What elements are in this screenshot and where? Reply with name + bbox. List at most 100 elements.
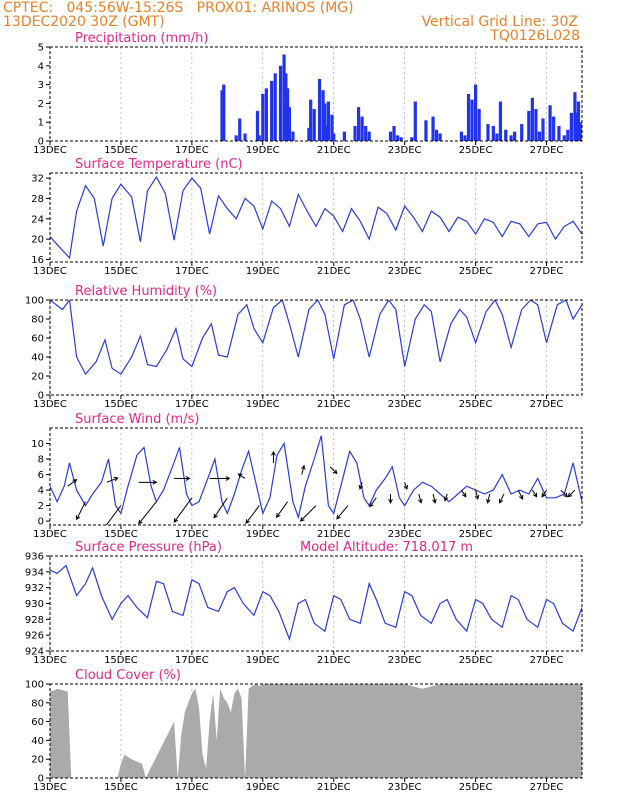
wind-arrowhead <box>462 492 467 498</box>
precip-bar <box>238 118 242 141</box>
precip-bar <box>466 94 471 141</box>
header-model-code: TQ0126L028 <box>490 28 580 44</box>
x-tick-label: 25DEC <box>459 529 493 540</box>
x-tick-label: 13DEC <box>33 782 67 793</box>
wind-vector <box>499 493 505 503</box>
wind-vector <box>173 497 193 523</box>
x-tick-label: 13DEC <box>33 145 67 156</box>
wind-vector <box>245 505 260 524</box>
y-tick-label: 0 <box>38 517 44 528</box>
wind-arrowhead <box>275 513 281 518</box>
wind-vector <box>369 497 377 507</box>
x-tick-label: 27DEC <box>530 529 564 540</box>
wind-vector <box>238 473 246 479</box>
panel-3: 0 2 4 6 8 10 13DEC 15DEC 17DEC 19DEC 21DEC 23DEC 25D… <box>31 412 583 540</box>
series-line <box>50 300 582 376</box>
precip-bar <box>463 135 467 141</box>
panel-title: Surface Temperature (nC) <box>75 157 243 172</box>
precip-bar <box>438 133 442 141</box>
precip-bar <box>498 101 503 141</box>
x-tick-label: 13DEC <box>33 655 67 666</box>
precip-bar <box>527 110 531 141</box>
x-tick-label: 21DEC <box>317 782 351 793</box>
panel-title: Surface Pressure (hPa) <box>75 540 222 555</box>
wind-arrowhead <box>532 492 538 498</box>
precip-bar <box>459 131 464 141</box>
wind-vector <box>517 489 524 500</box>
x-tick-label: 23DEC <box>388 399 422 410</box>
precip-bar <box>495 133 499 141</box>
wind-vector <box>460 489 467 497</box>
wind-arrowhead <box>567 492 573 498</box>
y-tick-label: 20 <box>31 372 44 383</box>
y-tick-label: 8 <box>38 455 44 466</box>
precip-bar <box>504 129 508 141</box>
series-line <box>50 175 582 260</box>
wind-arrowhead <box>541 492 546 498</box>
precip-bar <box>309 99 313 141</box>
precip-bar <box>261 94 265 141</box>
series-0 <box>220 54 582 141</box>
precip-bar <box>270 80 274 141</box>
y-tick-label: 6 <box>38 470 44 481</box>
x-tick-label: 23DEC <box>388 145 422 156</box>
panel-title: Surface Wind (m/s) <box>75 412 199 427</box>
wind-vector <box>560 489 568 498</box>
wind-arrowhead <box>271 450 276 456</box>
wind-arrowhead <box>443 496 449 502</box>
x-tick-label: 17DEC <box>175 145 209 156</box>
x-tick-label: 27DEC <box>530 655 564 666</box>
y-tick-label: 20 <box>31 755 44 766</box>
precip-bar <box>287 107 291 141</box>
wind-arrowhead <box>299 517 305 522</box>
y-tick-label: 4 <box>38 61 44 72</box>
precip-bar <box>413 101 417 141</box>
precip-bar <box>342 131 346 141</box>
x-tick-label: 23DEC <box>388 266 422 277</box>
y-tick-label: 40 <box>31 736 44 747</box>
y-tick-label: 28 <box>31 194 44 205</box>
y-tick-label: 2 <box>38 501 44 512</box>
wind-arrowhead <box>300 464 306 470</box>
precip-bar <box>520 124 524 141</box>
precip-bar <box>284 73 288 141</box>
precip-bar <box>282 54 286 141</box>
precip-bar <box>575 112 579 141</box>
wind-arrowhead <box>388 498 393 504</box>
y-tick-label: 3 <box>38 80 44 91</box>
x-tick-label: 19DEC <box>246 782 280 793</box>
wind-vector <box>475 489 479 500</box>
header-location: 045:56W-15:26S <box>66 0 184 16</box>
wind-vector <box>336 505 349 520</box>
panel-0: 0 1 2 3 4 5 13DEC 15DEC 17DEC 19DEC 21DEC 23DEC 25DE… <box>33 31 583 156</box>
precip-bar <box>321 90 325 141</box>
y-tick-label: 0 <box>38 774 44 785</box>
x-tick-label: 27DEC <box>530 266 564 277</box>
wind-arrowhead <box>237 473 243 478</box>
x-tick-label: 17DEC <box>175 529 209 540</box>
precip-bar <box>273 73 277 141</box>
wind-arrowhead <box>213 513 218 519</box>
x-tick-label: 19DEC <box>246 399 280 410</box>
y-tick-label: 0 <box>38 137 44 148</box>
precip-bar <box>392 125 396 141</box>
x-tick-label: 13DEC <box>33 399 67 410</box>
wind-arrowhead <box>417 498 423 504</box>
wind-arrowhead <box>185 476 191 481</box>
x-tick-label: 15DEC <box>104 399 138 410</box>
precip-bar <box>395 135 400 141</box>
wind-arrowhead <box>519 494 524 500</box>
wind-vector <box>531 489 538 497</box>
series-1 <box>50 175 582 260</box>
x-tick-label: 17DEC <box>175 266 209 277</box>
x-tick-label: 23DEC <box>388 655 422 666</box>
series-2 <box>50 300 582 376</box>
series-line <box>50 435 582 520</box>
precip-bar <box>562 135 566 141</box>
x-tick-label: 13DEC <box>33 529 67 540</box>
precip-bar <box>576 101 581 141</box>
y-tick-label: 60 <box>31 717 44 728</box>
series-3 <box>50 435 582 525</box>
x-tick-label: 21DEC <box>317 655 351 666</box>
y-tick-label: 100 <box>25 680 44 691</box>
